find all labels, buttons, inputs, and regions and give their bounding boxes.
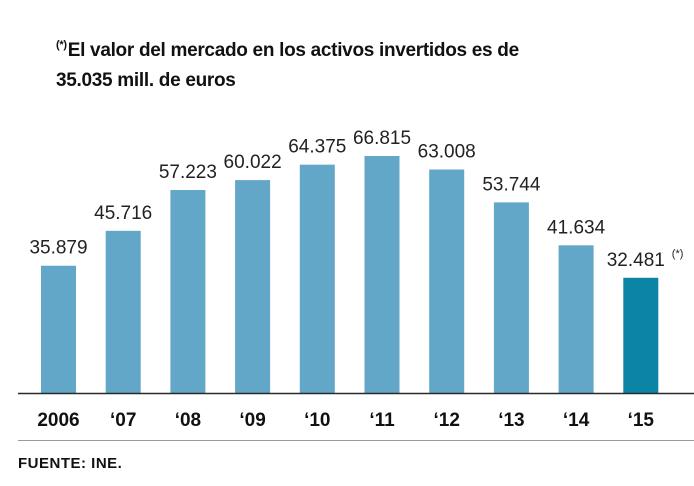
value-label: 35.879 [29, 238, 87, 259]
value-label: 64.375 [288, 137, 346, 158]
note-line-1: (*)El valor del mercado en los activos i… [56, 30, 656, 66]
bar-09 [235, 180, 271, 393]
source-text: FUENTE: INE. [18, 455, 123, 472]
category-label: ‘12 [433, 410, 459, 431]
category-label: ‘13 [498, 410, 524, 431]
value-label: 41.634 [547, 217, 606, 238]
bar-12 [429, 169, 465, 393]
note-text: El valor del mercado en los activos inve… [67, 40, 519, 61]
value-label: 45.716 [94, 203, 152, 224]
bar-chart: 35.879 2006 45.716 ‘07 57.223 ‘08 60.022 ‘09 64.… [18, 128, 694, 431]
category-label: ‘10 [304, 410, 330, 431]
category-label: ‘14 [563, 410, 590, 431]
chart-note: (*)El valor del mercado en los activos i… [56, 30, 656, 96]
value-label: 53.744 [482, 174, 541, 195]
value-label: 60.022 [224, 152, 282, 173]
category-label: ‘07 [110, 410, 136, 431]
bar-08 [170, 190, 206, 393]
bar-11 [364, 156, 400, 393]
bar-14 [558, 245, 594, 393]
category-label: ‘08 [175, 410, 201, 431]
divider-rule [18, 440, 694, 441]
category-label: 2006 [37, 410, 79, 431]
value-label: 57.223 [159, 162, 217, 183]
value-label: 32.481 [607, 250, 665, 271]
bar-15 [623, 277, 659, 393]
footnote-marker: (*) [672, 248, 684, 260]
value-label: 63.008 [418, 142, 476, 163]
category-label: ‘15 [628, 410, 655, 431]
bar-2006 [41, 265, 76, 393]
note-marker: (*) [56, 39, 67, 51]
value-label: 66.815 [353, 128, 411, 149]
bar-07 [105, 230, 141, 393]
category-label: ‘09 [239, 410, 265, 431]
note-line-2: 35.035 mill. de euros [56, 70, 236, 91]
bar-13 [493, 202, 529, 393]
bar-10 [299, 164, 335, 393]
category-label: ‘11 [369, 410, 395, 431]
